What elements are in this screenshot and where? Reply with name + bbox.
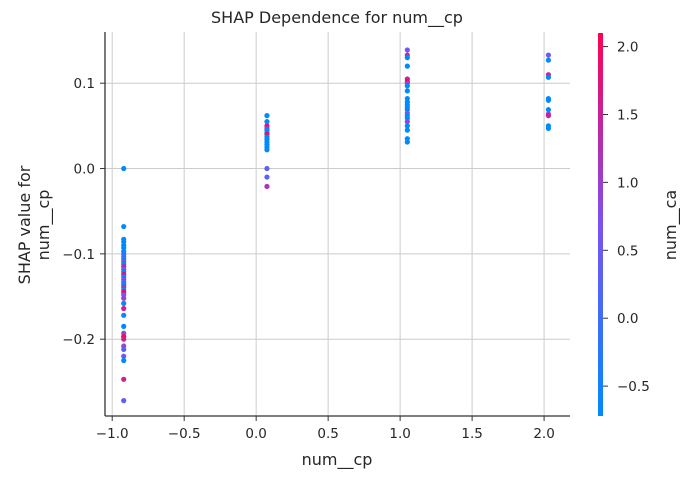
scatter-point xyxy=(404,88,410,94)
x-tick-label: 0.5 xyxy=(317,426,338,442)
y-tick-label: 0.1 xyxy=(74,76,95,92)
colorbar-tick-label: 0.0 xyxy=(617,311,638,327)
scatter-point xyxy=(545,97,552,103)
x-tick-label: −0.5 xyxy=(168,426,201,442)
scatter-points xyxy=(121,47,552,404)
y-tick-label: 0.0 xyxy=(74,162,95,178)
y-axis-label-line-2: num__cp xyxy=(34,190,54,261)
x-tick-label: −1.0 xyxy=(96,426,129,442)
scatter-point xyxy=(121,305,127,312)
scatter-point xyxy=(404,47,410,53)
y-tick-label: −0.1 xyxy=(62,247,95,263)
scatter-point xyxy=(404,119,410,125)
x-axis-label: num__cp xyxy=(302,450,373,470)
y-tick-label: −0.2 xyxy=(62,332,95,348)
scatter-point xyxy=(121,223,127,230)
colorbar-tick-label: 1.0 xyxy=(617,175,638,191)
scatter-point xyxy=(404,123,410,129)
colorbar-tick-label: 0.5 xyxy=(617,243,638,259)
scatter-point xyxy=(264,183,270,190)
scatter-point xyxy=(121,312,127,318)
scatter-point xyxy=(264,119,270,125)
scatter-point xyxy=(404,55,410,61)
scatter-point xyxy=(121,346,127,353)
x-tick-label: 1.5 xyxy=(461,426,482,442)
scatter-point xyxy=(545,107,552,113)
x-tick-label: 2.0 xyxy=(533,426,554,442)
chart-title: SHAP Dependence for num__cp xyxy=(211,8,463,28)
scatter-point xyxy=(545,57,552,63)
scatter-point xyxy=(121,323,127,329)
scatter-point xyxy=(121,300,127,306)
scatter-point xyxy=(264,113,270,119)
scatter-point xyxy=(121,353,127,359)
y-axis-ticks: −0.2 −0.1 0.0 0.1 xyxy=(62,76,105,348)
colorbar xyxy=(598,33,603,416)
colorbar-tick-label: 1.5 xyxy=(617,107,638,123)
scatter-point xyxy=(545,125,552,132)
colorbar-label: num__ca xyxy=(661,190,681,260)
x-tick-label: 1.0 xyxy=(389,426,410,442)
scatter-point xyxy=(545,74,552,80)
scatter-point xyxy=(264,147,270,153)
scatter-point xyxy=(121,398,127,404)
grid-lines xyxy=(105,32,570,416)
scatter-point xyxy=(264,165,270,172)
x-axis-ticks: −1.0 −0.5 0.0 0.5 1.0 1.5 2.0 xyxy=(96,416,555,442)
colorbar-tick-label: 2.0 xyxy=(617,40,638,56)
scatter-point xyxy=(121,295,127,301)
scatter-point xyxy=(264,174,270,180)
scatter-point xyxy=(121,165,127,172)
scatter-point xyxy=(404,83,410,89)
scatter-point xyxy=(121,376,127,382)
scatter-point xyxy=(121,336,127,342)
scatter-point xyxy=(404,139,410,145)
colorbar-ticks: −0.5 0.0 0.5 1.0 1.5 2.0 xyxy=(603,40,650,395)
x-tick-label: 0.0 xyxy=(245,426,266,442)
scatter-point xyxy=(545,113,552,119)
scatter-point xyxy=(545,52,552,58)
y-axis-label-line-1: SHAP value for xyxy=(15,165,34,284)
colorbar-tick-label: −0.5 xyxy=(617,379,650,395)
scatter-point xyxy=(404,63,410,69)
scatter-point xyxy=(404,127,410,133)
scatter-point xyxy=(121,357,127,364)
